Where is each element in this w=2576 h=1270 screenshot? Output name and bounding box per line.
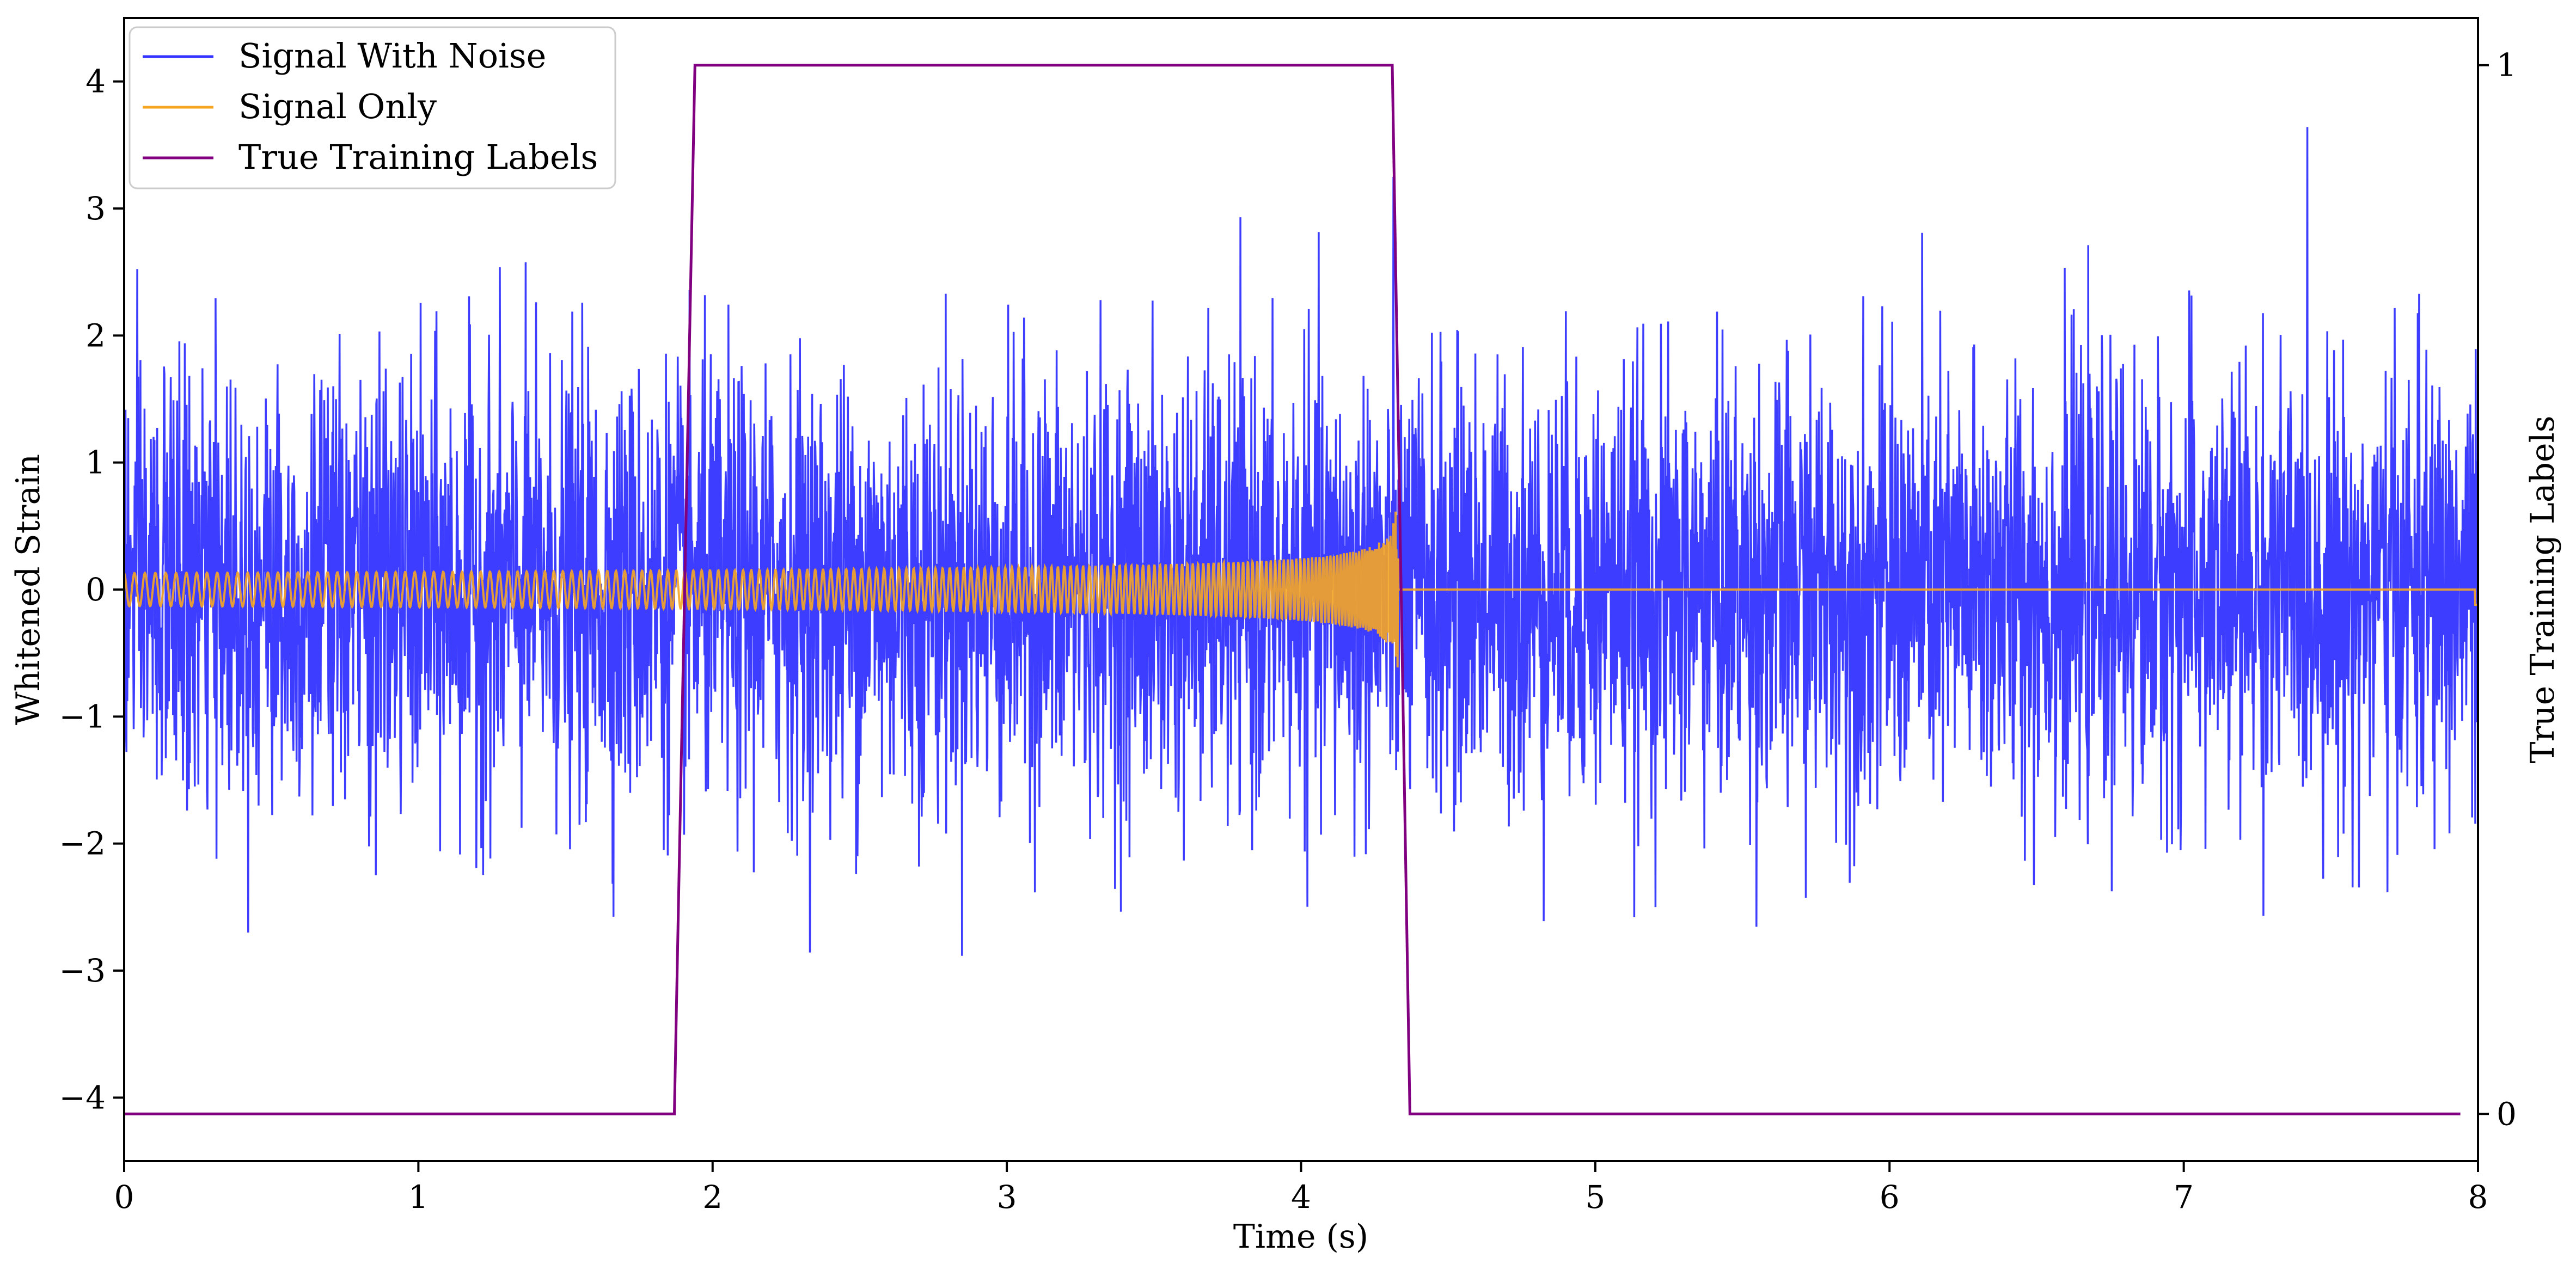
series-line-true-training-labels [124,64,2461,1115]
legend-label-signal-with-noise: Signal With Noise [238,36,546,76]
x-tick-label: 8 [2468,1179,2488,1216]
series-layer [124,64,2478,1115]
x-tick-label: 2 [702,1179,723,1216]
x-tick-label: 0 [114,1179,134,1216]
x-tick-label: 7 [2174,1179,2194,1216]
y-tick-label: 2 [85,317,106,354]
y2-tick-label: 0 [2497,1095,2517,1132]
y-tick-label: −1 [59,698,106,735]
x-axis-title: Time (s) [1233,1218,1368,1256]
x-tick-label: 6 [1880,1179,1900,1216]
legend-label-signal-only: Signal Only [238,87,437,126]
y-axis-right: 01 [2478,47,2517,1132]
y-tick-label: −4 [59,1079,106,1116]
x-tick-label: 5 [1585,1179,1605,1216]
y-tick-label: 3 [85,190,106,227]
legend-label-true-training-labels: True Training Labels [238,137,598,177]
legend-box [129,26,616,189]
series-line-signal-only [124,511,2478,668]
x-tick-label: 4 [1291,1179,1311,1216]
y-tick-label: 0 [85,571,106,608]
legend: Signal With Noise Signal Only True Train… [129,26,616,189]
x-tick-label: 1 [408,1179,429,1216]
y2-axis-title: True Training Labels [2524,415,2562,763]
y-axis-title: Whitened Strain [9,454,47,725]
y-axis-left: −4 −3 −2 −1 0 1 2 3 4 [59,63,124,1116]
y2-tick-label: 1 [2497,47,2517,84]
x-axis: 0 1 2 3 4 5 6 7 8 [114,1161,2488,1216]
y-tick-label: 4 [85,63,106,100]
y-tick-label: −3 [59,952,106,989]
x-tick-label: 3 [997,1179,1017,1216]
y-tick-label: −2 [59,825,106,862]
y-tick-label: 1 [85,444,106,481]
